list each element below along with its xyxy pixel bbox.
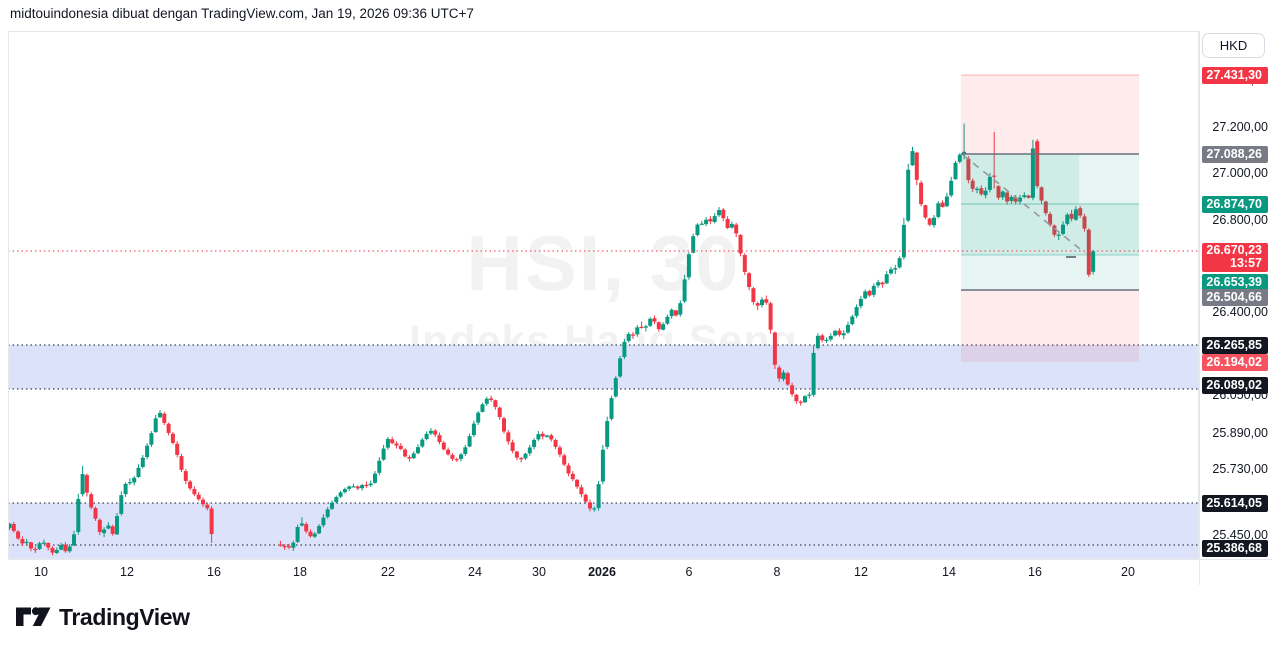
trend-dashed-line[interactable]: [962, 154, 1086, 258]
profit-zone-overlap[interactable]: [961, 154, 1079, 204]
price-tick: 27.200,00: [1212, 120, 1268, 134]
time-tick: 22: [381, 565, 395, 579]
time-tick: 12: [120, 565, 134, 579]
time-tick: 10: [34, 565, 48, 579]
attribution-text: midtouindonesia dibuat dengan TradingVie…: [10, 6, 474, 21]
support-zone-band[interactable]: [8, 345, 1199, 389]
last-price-label: 26.670,23 13:57: [1202, 243, 1268, 272]
price-tick: 25.890,00: [1212, 426, 1268, 440]
time-axis-separator: [8, 559, 1272, 560]
price-label-short-stop: 27.431,30: [1202, 66, 1268, 84]
time-tick: 12: [854, 565, 868, 579]
time-tick: 30: [532, 565, 546, 579]
time-tick: 18: [293, 565, 307, 579]
tradingview-logo-icon: [16, 607, 51, 626]
support-zone-bands[interactable]: [8, 345, 1199, 559]
price-label-long-target: 26.874,70: [1202, 195, 1268, 213]
time-axis[interactable]: 10 12 16 18 22 24 30 2026 6 8 12 14 16 20: [0, 559, 1281, 589]
price-axis[interactable]: 27.400,0027.200,0027.000,0026.800,0026.4…: [1200, 0, 1281, 646]
profit-zone-overlap[interactable]: [961, 204, 1139, 255]
trend-dashed-line[interactable]: [962, 154, 1086, 254]
price-tick: 25.450,00: [1212, 528, 1268, 542]
time-tick: 16: [207, 565, 221, 579]
price-tick: 25.730,00: [1212, 462, 1268, 476]
price-label-level: 25.614,05: [1202, 494, 1268, 512]
price-label-level: 25.386,68: [1202, 539, 1268, 557]
price-tick: 26.800,00: [1212, 213, 1268, 227]
time-tick: 2026: [588, 565, 616, 579]
price-tick: 27.000,00: [1212, 166, 1268, 180]
time-tick: 24: [468, 565, 482, 579]
level-lines[interactable]: [8, 344, 1199, 546]
price-label-short-target: 26.653,39: [1202, 273, 1268, 291]
price-axis-separator: [1199, 31, 1200, 585]
price-label-long-stop: 26.194,02: [1202, 353, 1268, 371]
support-zone-band[interactable]: [8, 503, 1199, 559]
price-tick: 26.400,00: [1212, 305, 1268, 319]
short-stop-zone[interactable]: [961, 75, 1139, 154]
price-label-short-entry: 27.088,26: [1202, 145, 1268, 163]
time-tick: 8: [773, 565, 781, 579]
time-tick: 16: [1028, 565, 1042, 579]
price-label-level: 26.089,02: [1202, 376, 1268, 394]
currency-button[interactable]: HKD: [1202, 33, 1265, 58]
time-tick: 6: [685, 565, 693, 579]
long-stop-zone[interactable]: [961, 290, 1139, 362]
tradingview-logo-text: TradingView: [59, 603, 190, 630]
time-tick: 20: [1121, 565, 1135, 579]
position-tools[interactable]: [961, 74, 1139, 362]
candles: [8, 123, 1096, 556]
time-tick: 14: [942, 565, 956, 579]
profit-zone-base[interactable]: [961, 154, 1139, 290]
price-label-long-entry: 26.504,66: [1202, 288, 1268, 306]
tradingview-logo[interactable]: TradingView: [14, 603, 190, 631]
watermark-symbol: HSI, 30: [466, 219, 741, 307]
last-price-value: 26.670,23: [1206, 243, 1262, 257]
bar-countdown: 13:57: [1230, 256, 1262, 270]
price-label-level: 26.265,85: [1202, 336, 1268, 354]
